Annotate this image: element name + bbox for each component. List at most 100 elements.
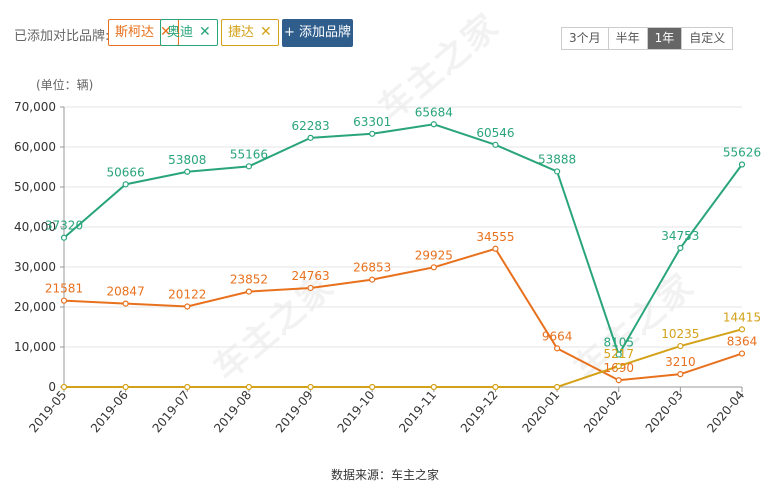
series-line: [63, 247, 743, 382]
data-point: [60, 383, 68, 391]
data-point: [245, 163, 253, 170]
data-point: [615, 351, 622, 358]
data-point: [430, 383, 437, 391]
x-tick-label: 2019-05: [26, 388, 69, 435]
data-label: 53888: [538, 152, 576, 166]
data-label: 20122: [168, 288, 206, 302]
data-label: 26853: [353, 261, 391, 275]
data-label: 65684: [415, 105, 453, 119]
data-point: [122, 181, 129, 188]
range-custom-button[interactable]: 自定义: [681, 28, 732, 49]
brand-tag-audi[interactable]: 奥迪 ✕: [160, 19, 218, 46]
data-point: [369, 276, 376, 283]
data-point: [369, 130, 376, 137]
data-point: [553, 168, 561, 175]
data-point: [184, 383, 191, 391]
data-label: 8364: [727, 335, 758, 349]
line-chart: (单位：辆) 0 10,000 20,000 30,000 40,000 50,000 60,…: [14, 77, 761, 435]
brand-tag-skoda[interactable]: 斯柯达 ✕: [108, 19, 179, 46]
data-label: 50666: [107, 165, 145, 179]
range-half-year-button[interactable]: 半年: [607, 28, 647, 49]
data-label: 37320: [45, 219, 83, 233]
data-label: 24763: [291, 269, 329, 283]
data-point: [122, 383, 129, 391]
data-point: [245, 383, 253, 391]
data-point: [245, 288, 253, 295]
x-tick-label: 2020-02: [581, 388, 624, 435]
data-point: [553, 383, 561, 391]
close-icon[interactable]: ✕: [260, 24, 272, 40]
data-point: [492, 383, 499, 391]
y-unit-label: (单位：辆): [36, 77, 93, 92]
x-tick-label: 2019-08: [211, 388, 254, 435]
data-point: [677, 342, 684, 350]
x-tick-label: 2020-03: [643, 388, 686, 435]
data-point: [184, 168, 191, 175]
data-point: [430, 264, 437, 271]
data-source-text: 数据来源：车主之家: [330, 468, 439, 482]
close-icon[interactable]: ✕: [160, 24, 172, 40]
data-point: [492, 245, 499, 252]
close-icon[interactable]: ✕: [199, 24, 211, 40]
data-label: 8105: [603, 336, 634, 350]
series-line: [63, 123, 743, 357]
data-label: 10235: [661, 327, 699, 341]
brand-tag-jetta[interactable]: 捷达 ✕: [221, 19, 279, 46]
y-tick-label: 70,000: [14, 100, 56, 114]
y-tick-label: 20,000: [14, 300, 56, 314]
range-1-year-button[interactable]: 1年: [646, 28, 682, 49]
y-tick-label: 30,000: [14, 260, 56, 274]
data-label: 34753: [661, 229, 699, 243]
data-point: [430, 121, 437, 128]
data-label: 3210: [665, 355, 696, 369]
data-point: [677, 371, 684, 378]
data-label: 14415: [723, 310, 761, 324]
data-label: 23852: [230, 273, 268, 287]
data-point: [369, 383, 376, 391]
data-label: 62283: [291, 119, 329, 133]
brand-tag-label: 奥迪: [167, 25, 194, 40]
data-point: [677, 244, 684, 252]
data-point: [738, 326, 746, 333]
data-label: 5217: [603, 347, 634, 361]
data-point: [738, 350, 746, 357]
time-range-selector: 3个月 半年 1年 自定义: [561, 27, 734, 50]
compare-label: 已添加对比品牌:: [14, 29, 110, 44]
data-point: [615, 377, 622, 384]
data-label: 29925: [415, 248, 453, 262]
brand-tag-label: 捷达: [228, 25, 255, 40]
data-point: [615, 363, 622, 370]
y-tick-label: 40,000: [14, 220, 56, 234]
x-tick-label: 2019-11: [396, 388, 439, 435]
data-point: [492, 141, 499, 148]
range-3-months-button[interactable]: 3个月: [569, 31, 601, 45]
data-label: 20847: [107, 285, 145, 299]
data-point: [307, 134, 314, 141]
data-label: 53808: [168, 153, 206, 167]
data-label: 60546: [476, 126, 514, 140]
x-tick-label: 2019-07: [150, 388, 193, 435]
add-brand-button[interactable]: + 添加品牌: [282, 19, 353, 47]
x-tick-label: 2019-06: [88, 388, 131, 435]
data-label: 9664: [542, 329, 573, 343]
y-tick-label: 10,000: [14, 340, 56, 354]
data-label: 34555: [476, 230, 514, 244]
x-tick-label: 2019-12: [458, 388, 501, 435]
data-point: [60, 234, 68, 241]
data-point: [307, 284, 314, 292]
data-point: [307, 383, 314, 391]
data-point: [184, 303, 191, 310]
data-point: [122, 300, 129, 307]
y-tick-label: 0: [48, 380, 56, 394]
data-label: 55166: [230, 147, 268, 161]
x-tick-label: 2020-04: [704, 388, 747, 435]
brand-tag-label: 斯柯达: [115, 25, 155, 40]
y-tick-label: 50,000: [14, 180, 56, 194]
data-label: 21581: [45, 282, 83, 296]
data-point: [738, 161, 746, 168]
x-tick-label: 2019-10: [335, 388, 378, 435]
chart-toolbar: 已添加对比品牌: 斯柯达 ✕ 奥迪 ✕ 捷达 ✕ + 添加品牌 3个月 半年 1年 自…: [0, 0, 770, 60]
x-tick-label: 2019-09: [273, 388, 316, 435]
data-label: 55626: [723, 145, 761, 159]
x-tick-label: 2020-01: [519, 388, 562, 435]
